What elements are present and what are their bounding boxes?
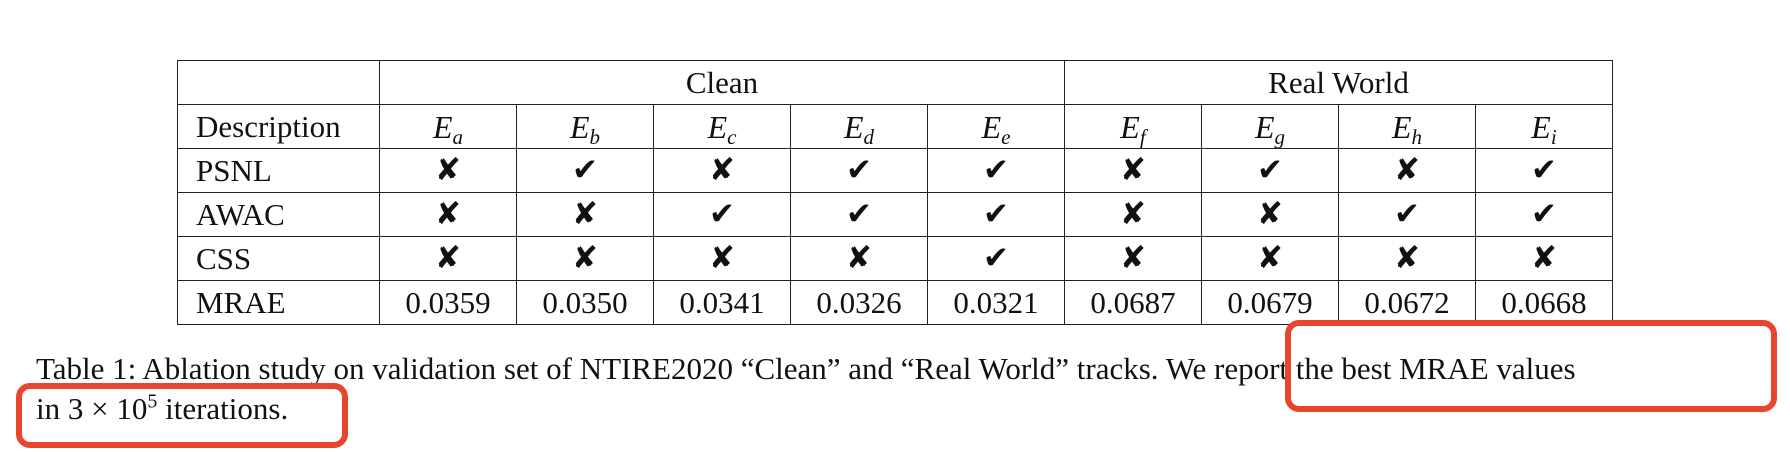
check-icon: ✔ xyxy=(1338,192,1476,237)
cross-icon: ✘ xyxy=(1064,192,1202,237)
experiment-subscript: f xyxy=(1139,124,1146,149)
experiment-symbol: Eb xyxy=(569,108,601,149)
experiment-header-d: Ed xyxy=(790,104,928,149)
check-icon: ✔ xyxy=(516,148,654,193)
row-label: CSS xyxy=(177,236,380,281)
experiment-symbol: Eg xyxy=(1254,108,1286,149)
highlight-box-report xyxy=(1285,320,1777,412)
experiment-subscript: c xyxy=(727,124,737,149)
cross-icon: ✘ xyxy=(1201,236,1339,281)
check-icon: ✔ xyxy=(927,236,1065,281)
check-icon: ✔ xyxy=(1201,148,1339,193)
corner-cell xyxy=(177,60,380,105)
experiment-header-e: Ee xyxy=(927,104,1065,149)
experiment-header-row: Description Ea Eb Ec Ed Ee Ef Eg Eh Ei xyxy=(177,104,1613,149)
mrae-value: 0.0672 xyxy=(1338,280,1476,325)
experiment-subscript: a xyxy=(452,124,464,149)
experiment-header-i: Ei xyxy=(1475,104,1613,149)
caption-text: Table 1: Ablation study on validation se… xyxy=(36,351,1576,386)
highlight-box-iterations xyxy=(16,383,348,448)
experiment-symbol: Ed xyxy=(843,108,875,149)
row-label: AWAC xyxy=(177,192,380,237)
mrae-value: 0.0668 xyxy=(1475,280,1613,325)
cross-icon: ✘ xyxy=(379,236,517,281)
experiment-subscript: d xyxy=(863,124,875,149)
experiment-header-b: Eb xyxy=(516,104,654,149)
cross-icon: ✘ xyxy=(1475,236,1613,281)
group-real-world: Real World xyxy=(1064,60,1613,105)
check-icon: ✔ xyxy=(1475,192,1613,237)
caption-line2-post: iterations. xyxy=(157,391,289,426)
mrae-value: 0.0687 xyxy=(1064,280,1202,325)
mrae-value: 0.0321 xyxy=(927,280,1065,325)
description-header: Description xyxy=(177,104,380,149)
cross-icon: ✘ xyxy=(516,192,654,237)
table-row: AWAC ✘ ✘ ✔ ✔ ✔ ✘ ✘ ✔ ✔ xyxy=(177,192,1613,237)
table-row: CSS ✘ ✘ ✘ ✘ ✔ ✘ ✘ ✘ ✘ xyxy=(177,236,1613,281)
ablation-table: Clean Real World Description Ea Eb Ec Ed Ee E… xyxy=(177,60,1613,325)
table-row: PSNL ✘ ✔ ✘ ✔ ✔ ✘ ✔ ✘ ✔ xyxy=(177,148,1613,193)
cross-icon: ✘ xyxy=(653,236,791,281)
experiment-header-a: Ea xyxy=(379,104,517,149)
cross-icon: ✘ xyxy=(653,148,791,193)
experiment-subscript: g xyxy=(1274,124,1286,149)
row-label: MRAE xyxy=(177,280,380,325)
check-icon: ✔ xyxy=(790,148,928,193)
mrae-value: 0.0679 xyxy=(1201,280,1339,325)
table-caption: Table 1: Ablation study on validation se… xyxy=(36,349,1756,429)
table-row: MRAE 0.0359 0.0350 0.0341 0.0326 0.0321 0.0687… xyxy=(177,280,1613,325)
ablation-table-container: Clean Real World Description Ea Eb Ec Ed Ee E… xyxy=(177,60,1613,325)
cross-icon: ✘ xyxy=(1201,192,1339,237)
cross-icon: ✘ xyxy=(379,192,517,237)
cross-icon: ✘ xyxy=(516,236,654,281)
experiment-header-h: Eh xyxy=(1338,104,1476,149)
experiment-symbol: Ee xyxy=(981,108,1011,149)
check-icon: ✔ xyxy=(653,192,791,237)
check-icon: ✔ xyxy=(790,192,928,237)
experiment-subscript: b xyxy=(589,124,601,149)
caption-exponent: 5 xyxy=(147,390,158,413)
check-icon: ✔ xyxy=(927,148,1065,193)
experiment-header-c: Ec xyxy=(653,104,791,149)
experiment-header-g: Eg xyxy=(1201,104,1339,149)
cross-icon: ✘ xyxy=(1064,236,1202,281)
check-icon: ✔ xyxy=(1475,148,1613,193)
experiment-symbol: Ec xyxy=(707,108,737,149)
cross-icon: ✘ xyxy=(1338,236,1476,281)
experiment-subscript: e xyxy=(1001,124,1011,149)
experiment-header-f: Ef xyxy=(1064,104,1202,149)
cross-icon: ✘ xyxy=(1064,148,1202,193)
experiment-symbol: Eh xyxy=(1391,108,1423,149)
cross-icon: ✘ xyxy=(379,148,517,193)
experiment-symbol: Ei xyxy=(1531,108,1557,149)
experiment-subscript: i xyxy=(1550,124,1557,149)
group-header-row: Clean Real World xyxy=(177,60,1613,105)
cross-icon: ✘ xyxy=(1338,148,1476,193)
experiment-symbol: Ef xyxy=(1120,108,1146,149)
experiment-symbol: Ea xyxy=(432,108,464,149)
mrae-value: 0.0341 xyxy=(653,280,791,325)
mrae-value: 0.0359 xyxy=(379,280,517,325)
mrae-value: 0.0326 xyxy=(790,280,928,325)
caption-line2-pre: in 3 × 10 xyxy=(36,391,148,426)
cross-icon: ✘ xyxy=(790,236,928,281)
check-icon: ✔ xyxy=(927,192,1065,237)
group-clean: Clean xyxy=(379,60,1065,105)
experiment-subscript: h xyxy=(1411,124,1423,149)
mrae-value: 0.0350 xyxy=(516,280,654,325)
row-label: PSNL xyxy=(177,148,380,193)
